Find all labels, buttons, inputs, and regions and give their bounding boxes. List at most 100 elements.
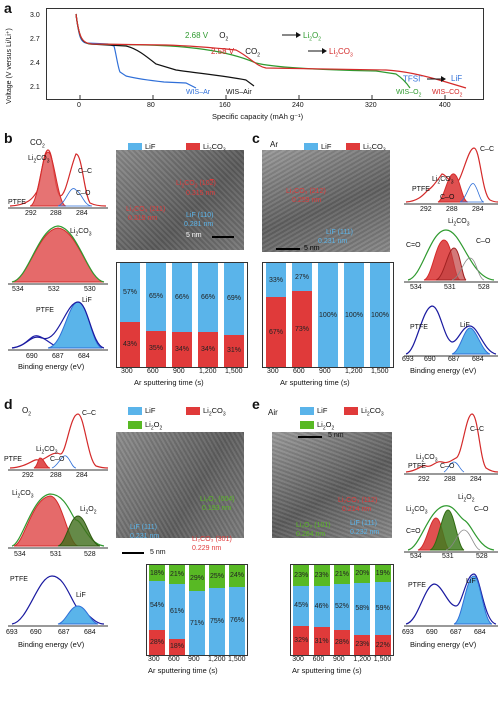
tem-label-lif-110: LiF (110) [186, 212, 214, 219]
xtick: 80 [147, 102, 155, 109]
bar-stack: 69% 31% [223, 263, 245, 367]
peak-label-li2co3: Li2CO3 [448, 218, 470, 228]
xtick: 0 [77, 102, 81, 109]
panel-label-c: c [252, 130, 260, 146]
bar-segment-li2co3: 18% [169, 638, 185, 655]
tick: 284 [472, 206, 484, 213]
peak-label-li2o2: Li2O2 [458, 494, 475, 504]
annotation-co2: 2.58 V CO2 [211, 47, 261, 59]
tick: 693 [402, 629, 414, 636]
panel-d-gas: O2 [22, 406, 32, 418]
xtick: 900 [188, 656, 200, 663]
xtick: 240 [292, 102, 304, 109]
tem-label-lif-111: LiF (111) [350, 520, 377, 527]
axis-title-binding: Binding energy (eV) [410, 366, 477, 375]
bar-segment-li2o2: 29% [189, 565, 205, 592]
tem-label-li2co3-102: Li2CO3 (102) [176, 180, 216, 190]
tick: 284 [76, 210, 88, 217]
peak-label-co: C–O [474, 506, 489, 513]
tick: 531 [50, 551, 62, 558]
bar-chart-e: 23% 45% 32% 23% 46% 31% 21% 52% 28% 20% 58% 23% 19% 5… [290, 564, 394, 656]
peak-label-li2co3: Li2CO3 [432, 176, 454, 186]
bar-stack: 27% 73% [291, 263, 313, 367]
peak-label-cc: C–C [78, 168, 93, 175]
tick: 534 [410, 284, 422, 291]
bar-segment-lif: 52% [334, 583, 350, 631]
legend-li2o2: Li2O2 [128, 420, 162, 432]
tem-label-0264: 0.264 nm [296, 531, 326, 538]
bar-stack: 23% 46% 31% [313, 565, 330, 655]
panel-a-plot [46, 8, 484, 100]
xticks-c: 300 600 900 1,200 1,500 [262, 368, 392, 378]
tick: 687 [450, 629, 462, 636]
curve-label-wis-ar: WIS–Ar [186, 89, 211, 96]
xtick: 1,500 [228, 656, 246, 663]
bar-chart-c: 33% 67% 27% 73% 100% 100% 100% [262, 262, 394, 368]
tick: 684 [474, 629, 486, 636]
tem-label-0193: 0.193 nm [202, 505, 232, 512]
tick: 284 [76, 472, 88, 479]
panel-c-gas: Ar [270, 140, 278, 149]
peak-label-ptfe: PTFE [10, 576, 28, 583]
tick: 690 [26, 353, 38, 360]
bar-chart-d: 18% 54% 28% 21% 61% 18% 29% 71% 25% 75% 24% 76% [146, 564, 248, 656]
peak-label-li2o2: Li2O2 [80, 506, 97, 516]
bar-segment-li2o2: 20% [354, 565, 371, 583]
scale-bar [122, 552, 144, 554]
scale-bar [298, 436, 322, 438]
tick: 534 [12, 286, 24, 293]
xtick: 600 [168, 656, 180, 663]
bar-segment-li2o2: 24% [229, 565, 245, 587]
xtick: 300 [148, 656, 160, 663]
tick: 292 [420, 206, 432, 213]
peak-label-lif: LiF [460, 322, 470, 329]
tick: 687 [448, 356, 460, 363]
xticks-e: 300 600 900 1,200 1,500 [290, 656, 392, 666]
tick: 534 [410, 553, 422, 560]
tem-image-d [116, 432, 244, 538]
tem-label-li2co3-112: Li₂CO₃ (112) [338, 497, 378, 504]
xtick: 1,200 [345, 368, 363, 375]
bar-segment-li2o2: 25% [209, 565, 225, 588]
tick: 531 [442, 553, 454, 560]
tem-label-li2co3-211: Li₂CO₃ (211) [126, 206, 166, 213]
tick: 284 [470, 476, 482, 483]
panel-b-xps-c1s [8, 149, 108, 209]
bar-segment-li2co3: 73% [291, 291, 313, 367]
curve-label-wis-air: WIS–Air [226, 89, 252, 96]
bar-segment-lif: 100% [343, 263, 365, 367]
tick: 684 [472, 356, 484, 363]
tick: 690 [426, 629, 438, 636]
tick: 687 [52, 353, 64, 360]
axis-title-binding: Binding energy (eV) [18, 640, 85, 649]
peak-label-lif: LiF [76, 592, 86, 599]
bar-stack: 20% 58% 23% [354, 565, 371, 655]
bar-segment-lif: 100% [317, 263, 339, 367]
bar-segment-li2co3: 32% [293, 626, 310, 655]
panel-a-ylabel: Voltage (V versus Li/Li⁺) [6, 28, 13, 104]
peak-label-li2co3: Li2CO3 [36, 446, 58, 456]
tick: 528 [478, 284, 490, 291]
tem-label-0231: 0.231 nm [318, 238, 348, 245]
scale-bar-label: 5 nm [186, 232, 202, 239]
tick: 528 [84, 551, 96, 558]
bar-segment-li2co3: 43% [119, 322, 141, 367]
panel-b-gas: CO2 [30, 138, 45, 150]
tick: 288 [50, 472, 62, 479]
xtick: 300 [121, 368, 133, 375]
xtick: 900 [333, 656, 345, 663]
xtick: 1,500 [371, 368, 389, 375]
bar-chart-b: 57% 43% 65% 35% 66% 34% 66% 34% 69% 31% [116, 262, 248, 368]
panel-d-xps-o1s [8, 493, 108, 549]
bar-stack: 100% [369, 263, 391, 367]
bar-segment-lif: 61% [169, 583, 185, 639]
bar-segment-lif: 46% [313, 585, 330, 628]
bar-segment-lif: 57% [119, 263, 141, 323]
ytick: 2.1 [30, 84, 40, 91]
tick: 693 [6, 629, 18, 636]
peak-label-ptfe: PTFE [4, 456, 22, 463]
legend-lif: LiF [128, 142, 155, 152]
tem-label-lif-111: LiF (111) [130, 524, 157, 531]
peak-label-lif: LiF [82, 297, 92, 304]
bar-stack: 100% [343, 263, 365, 367]
